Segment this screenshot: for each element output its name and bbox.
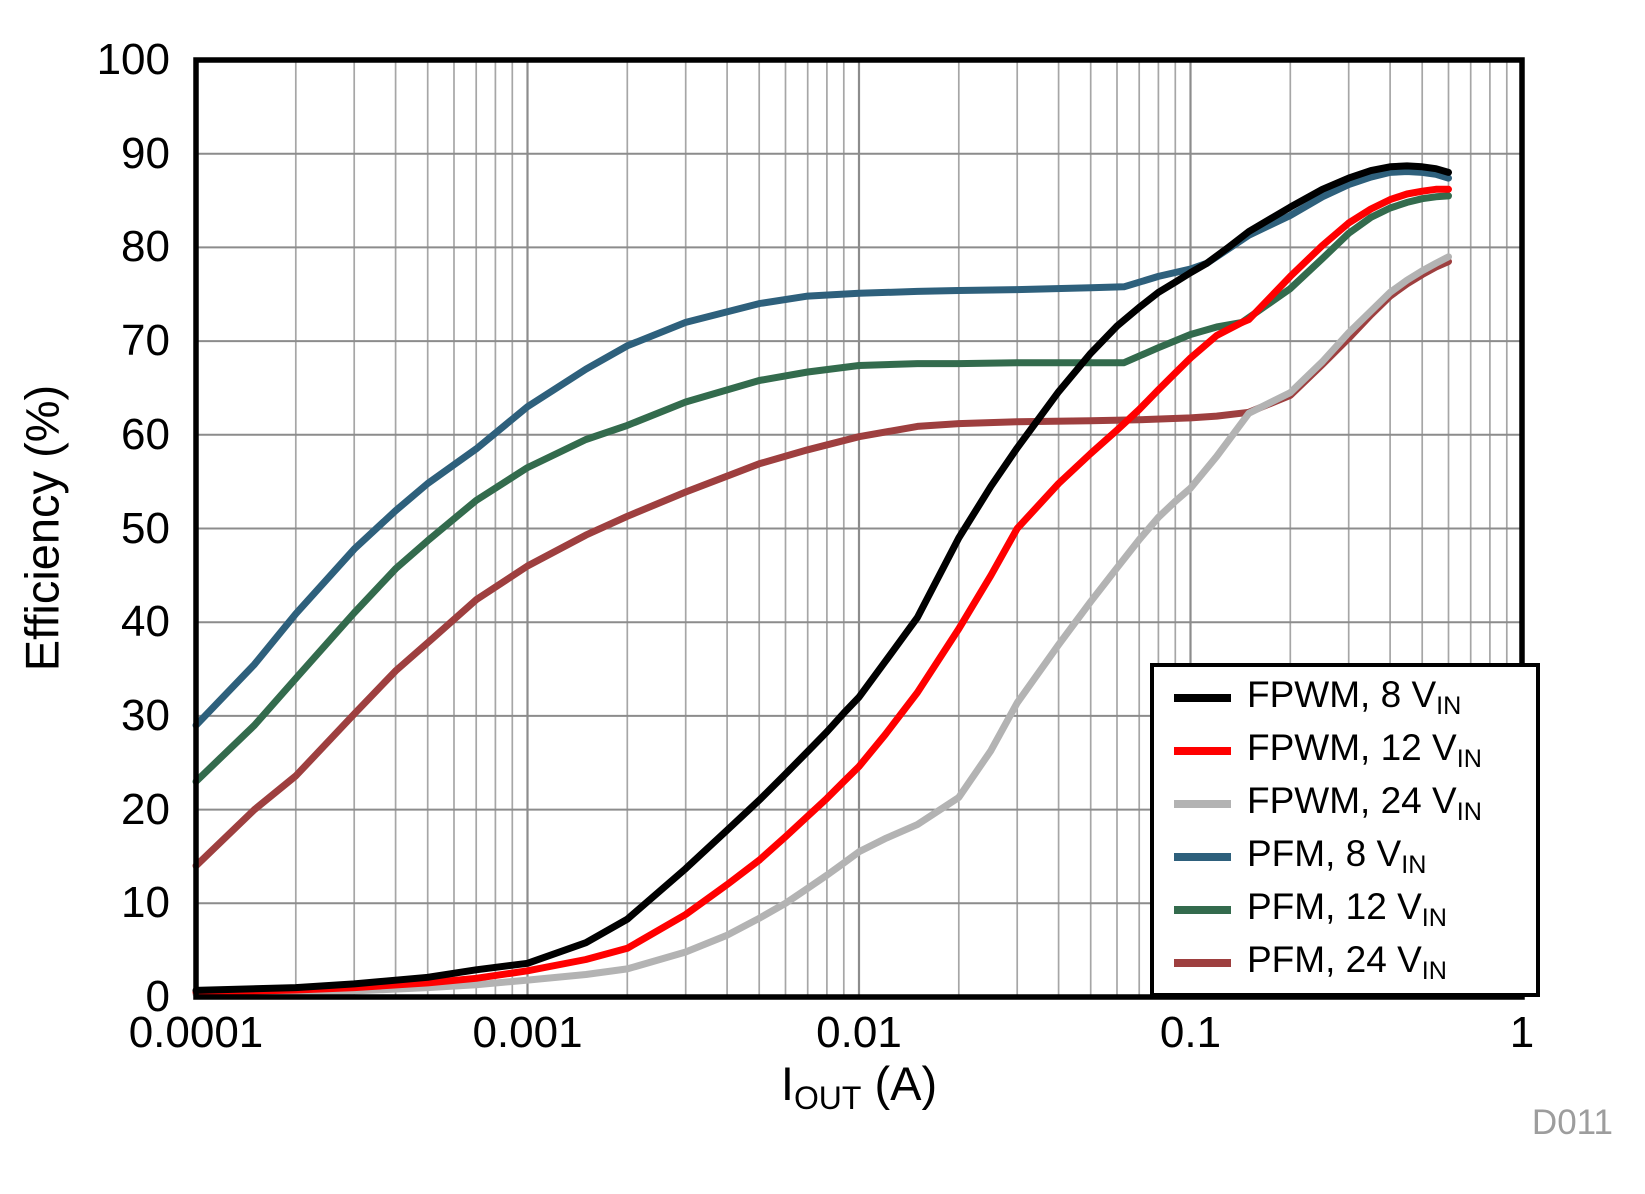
x-tick-label-0.0001: 0.0001 <box>128 1008 264 1057</box>
y-tick-label-10: 10 <box>121 878 170 928</box>
x-axis-title-units: (A) <box>861 1057 938 1110</box>
x-axis-title-main: I <box>780 1057 794 1110</box>
figure-id-watermark: D011 <box>1531 1103 1613 1142</box>
curve-pfm-8-vvin <box>192 168 1452 729</box>
y-tick-label-100: 100 <box>96 35 170 84</box>
y-tick-label-50: 50 <box>121 503 170 553</box>
legend-label-fpwm-8vin: FPWM, 8 V <box>1247 673 1437 715</box>
x-tick-label-0.01: 0.01 <box>816 1008 902 1057</box>
legend-label-subscript: IN <box>1401 851 1427 880</box>
legend-item-pfm-12vin: PFM, 12 VIN <box>1174 883 1536 936</box>
x-tick-label-0.001: 0.001 <box>472 1008 583 1057</box>
curve-fpwm-24-vvin <box>192 253 1452 998</box>
legend-label-subscript: IN <box>1456 798 1482 827</box>
y-tick-label-20: 20 <box>121 784 170 834</box>
legend-label-subscript: IN <box>1421 904 1447 933</box>
y-tick-label-90: 90 <box>121 128 170 178</box>
legend-label-fpwm-12vin: FPWM, 12 V <box>1247 726 1457 768</box>
legend-label-subscript: IN <box>1421 957 1447 986</box>
legend-swatch-fpwm-24vin <box>1174 799 1231 808</box>
y-tick-label-60: 60 <box>121 409 170 459</box>
legend-swatch-pfm-8vin <box>1174 852 1231 861</box>
legend-label-fpwm-24vin: FPWM, 24 V <box>1247 779 1457 821</box>
y-tick-label-80: 80 <box>121 222 170 272</box>
legend-swatch-fpwm-12vin <box>1174 746 1231 755</box>
y-tick-label-0: 0 <box>145 972 170 1021</box>
legend-label-pfm-24vin: PFM, 24 V <box>1247 938 1422 980</box>
legend-label-pfm-8vin: PFM, 8 V <box>1247 832 1402 874</box>
curve-pfm-12-vvin <box>192 192 1452 785</box>
legend-item-fpwm-12vin: FPWM, 12 VIN <box>1174 724 1536 777</box>
x-axis-title-subscript: OUT <box>793 1079 862 1116</box>
x-tick-label-0.1: 0.1 <box>1159 1008 1222 1057</box>
y-tick-label-40: 40 <box>121 597 170 647</box>
legend-item-pfm-8vin: PFM, 8 VIN <box>1174 830 1536 883</box>
curve-fpwm-8-vvin <box>192 162 1452 994</box>
legend-swatch-fpwm-8vin <box>1174 693 1231 702</box>
y-tick-label-70: 70 <box>121 316 170 366</box>
legend-label-subscript: IN <box>1436 692 1462 721</box>
x-tick-label-1: 1 <box>1509 1008 1535 1057</box>
plot-frame <box>193 57 1525 1000</box>
legend-label-pfm-12vin: PFM, 12 V <box>1247 885 1422 927</box>
y-tick-label-30: 30 <box>121 690 170 740</box>
legend-item-pfm-24vin: PFM, 24 VIN <box>1174 936 1536 989</box>
legend-swatch-pfm-24vin <box>1174 958 1231 967</box>
legend-item-fpwm-24vin: FPWM, 24 VIN <box>1174 777 1536 830</box>
legend-box: FPWM, 8 VIN FPWM, 12 VIN FPWM, 24 VIN PF… <box>1150 663 1540 997</box>
legend-item-fpwm-8vin: FPWM, 8 VIN <box>1174 671 1536 724</box>
curve-fpwm-12-vvin <box>192 185 1452 996</box>
x-axis-title: IOUT (A) <box>196 1056 1522 1117</box>
legend-label-subscript: IN <box>1456 745 1482 774</box>
legend-swatch-pfm-12vin <box>1174 905 1231 914</box>
